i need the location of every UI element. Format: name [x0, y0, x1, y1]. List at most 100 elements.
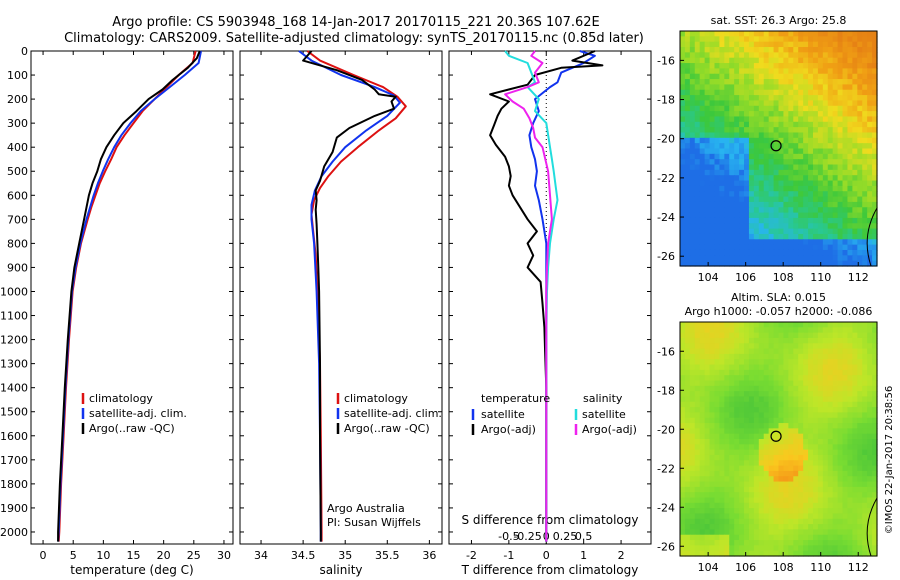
map-cell	[773, 476, 780, 483]
map-cell	[827, 63, 834, 69]
map-cell	[714, 148, 720, 155]
map-cell	[763, 100, 770, 107]
map-cell	[699, 79, 706, 86]
map-cell	[812, 52, 819, 59]
map-cell	[709, 545, 716, 552]
map-cell	[758, 476, 765, 483]
map-cell	[857, 327, 863, 334]
map-cell	[699, 353, 706, 360]
map-cell	[803, 385, 809, 392]
map-cell	[753, 105, 760, 112]
map-cell	[817, 391, 824, 398]
map-cell	[867, 233, 873, 240]
map-cell	[714, 63, 720, 69]
map-cell	[793, 375, 799, 382]
map-cell	[832, 36, 839, 43]
map-cell	[872, 175, 878, 182]
map-cell	[872, 255, 878, 262]
map-cell	[778, 191, 785, 198]
map-cell	[852, 465, 858, 472]
map-cell	[827, 380, 834, 387]
map-cell	[734, 137, 740, 144]
map-cell	[724, 492, 730, 499]
map-cell	[729, 524, 735, 531]
map-cell	[729, 508, 735, 515]
map-cell	[714, 127, 720, 134]
map-cell	[763, 121, 770, 128]
map-cell	[704, 428, 711, 435]
map-cell	[739, 332, 745, 339]
map-cell	[788, 89, 794, 96]
map-cell	[753, 79, 760, 86]
map-cell	[729, 465, 735, 472]
map-cell	[719, 353, 725, 360]
map-cell	[812, 68, 819, 75]
map-cell	[689, 79, 696, 86]
map-cell	[872, 481, 878, 488]
depth-tick-label: 100	[7, 69, 28, 82]
map-cell	[719, 164, 725, 171]
map-cell	[847, 228, 853, 235]
map-cell	[719, 476, 725, 483]
map-cell	[842, 492, 849, 499]
map-cell	[694, 476, 701, 483]
map-cell	[862, 476, 868, 483]
map-cell	[709, 159, 716, 166]
map-cell	[724, 332, 730, 339]
map-cell	[847, 380, 853, 387]
map-cell	[724, 433, 730, 440]
map-cell	[709, 417, 716, 424]
map-cell	[837, 116, 844, 123]
map-cell	[714, 111, 720, 118]
map-cell	[753, 449, 760, 456]
map-cell	[729, 143, 735, 150]
map-cell	[852, 228, 858, 235]
map-cell	[739, 153, 745, 160]
map-cell	[739, 540, 745, 546]
map-cell	[822, 95, 829, 102]
map-cell	[808, 68, 814, 75]
map-cell	[783, 217, 789, 224]
map-cell	[827, 95, 834, 102]
map-cell	[867, 41, 873, 48]
map-cell	[719, 375, 725, 382]
map-cell	[739, 116, 745, 123]
map-cell	[729, 322, 735, 328]
map-cell	[832, 201, 839, 208]
map-cell	[680, 529, 686, 536]
map-cell	[778, 396, 785, 403]
map-cell	[729, 545, 735, 552]
map-cell	[758, 79, 765, 86]
map-cell	[862, 127, 868, 134]
map-cell	[822, 260, 829, 267]
map-cell	[862, 439, 868, 445]
map-cell	[803, 169, 809, 176]
map-cell	[694, 332, 701, 339]
map-cell	[739, 476, 745, 483]
map-cell	[680, 68, 686, 75]
map-cell	[724, 228, 730, 235]
map-cell	[793, 454, 799, 461]
map-cell	[694, 412, 701, 419]
map-cell	[694, 369, 701, 376]
map-cell	[734, 100, 740, 107]
map-cell	[827, 540, 834, 546]
map-cell	[867, 465, 873, 472]
map-cell	[793, 465, 799, 472]
map-cell	[817, 233, 824, 240]
map-cell	[857, 201, 863, 208]
map-cell	[709, 369, 716, 376]
map-cell	[852, 353, 858, 360]
map-cell	[699, 41, 706, 48]
map-cell	[822, 337, 829, 344]
map-cell	[793, 137, 799, 144]
map-cell	[857, 545, 863, 552]
map-cell	[734, 385, 740, 392]
lon-tick-label: 112	[848, 271, 869, 284]
map-cell	[793, 201, 799, 208]
map-cell	[763, 137, 770, 144]
map-cell	[684, 196, 691, 203]
map-cell	[847, 31, 853, 37]
map-cell	[862, 486, 868, 493]
map-cell	[714, 343, 720, 350]
